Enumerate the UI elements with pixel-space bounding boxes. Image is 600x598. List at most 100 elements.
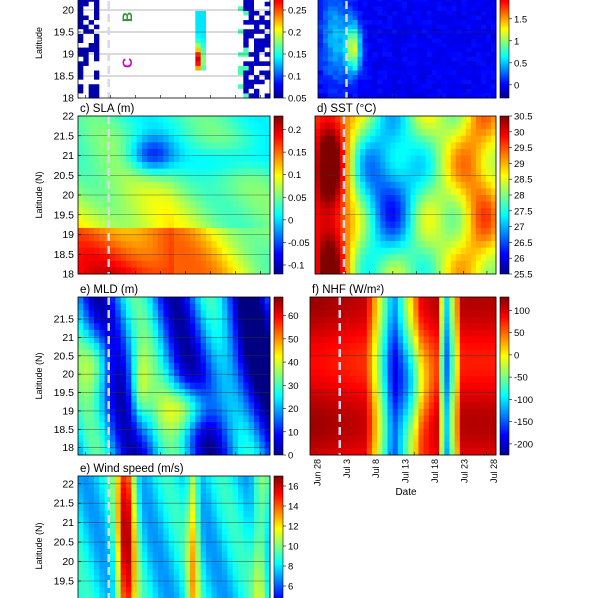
heatmap-cell	[436, 61, 443, 67]
heatmap-cell	[110, 24, 116, 30]
heatmap-cell	[351, 435, 357, 443]
heatmap-cell	[206, 221, 212, 229]
heatmap-cell	[179, 88, 186, 94]
heatmap-cell	[232, 155, 239, 163]
heatmap-cell	[163, 214, 170, 222]
heatmap-cell	[366, 448, 373, 456]
heatmap-cell	[486, 1, 492, 7]
heatmap-cell	[352, 15, 358, 21]
heatmap-cell	[158, 70, 164, 76]
heatmap-cell	[431, 61, 438, 67]
heatmap-cell	[99, 402, 106, 410]
heatmap-cell	[83, 155, 90, 163]
heatmap-cell	[395, 129, 401, 137]
heatmap-cell	[110, 316, 116, 324]
heatmap-cell	[387, 65, 393, 71]
heatmap-cell	[206, 122, 212, 130]
heatmap-cell	[415, 247, 421, 255]
heatmap-cell	[78, 267, 84, 275]
heatmap-cell	[318, 10, 324, 16]
y-tick-label: 21	[62, 150, 74, 162]
heatmap-cell	[330, 448, 337, 456]
heatmap-cell	[190, 47, 196, 53]
heatmap-cell	[370, 129, 376, 137]
heatmap-cell	[184, 33, 191, 39]
heatmap-cell	[325, 310, 332, 318]
heatmap-cell	[254, 254, 260, 262]
heatmap-cell	[211, 214, 218, 222]
heatmap-cell	[94, 129, 100, 137]
heatmap-cell	[400, 234, 406, 242]
heatmap-cell	[243, 336, 250, 344]
heatmap-cell	[435, 234, 442, 242]
heatmap-cell	[370, 195, 376, 202]
heatmap-cell	[356, 297, 363, 304]
y-tick-label: 19.5	[54, 387, 75, 399]
heatmap-cell	[340, 188, 346, 196]
heatmap-cell	[142, 93, 148, 99]
heatmap-cell	[184, 75, 191, 81]
heatmap-cell	[420, 188, 427, 196]
heatmap-cell	[350, 254, 356, 262]
heatmap-cell	[83, 20, 90, 26]
heatmap-cell	[126, 260, 132, 268]
heatmap-cell	[94, 329, 100, 337]
heatmap-cell	[174, 38, 180, 44]
heatmap-cell	[136, 310, 143, 318]
heatmap-cell	[216, 24, 223, 30]
heatmap-cell	[168, 181, 175, 189]
heatmap-cell	[115, 310, 122, 318]
heatmap-cell	[366, 428, 373, 436]
heatmap-cell	[99, 303, 106, 311]
heatmap-cell	[366, 316, 373, 324]
heatmap-cell	[200, 93, 207, 99]
heatmap-cell	[190, 20, 196, 26]
heatmap-cell	[222, 349, 228, 357]
heatmap-cell	[415, 188, 421, 196]
heatmap-cell	[460, 122, 467, 130]
heatmap-cell	[332, 61, 339, 67]
heatmap-cell	[397, 369, 404, 377]
heatmap-cell	[216, 247, 223, 255]
heatmap-cell	[480, 142, 487, 150]
heatmap-cell	[174, 408, 180, 416]
heatmap-cell	[325, 168, 331, 176]
heatmap-cell	[315, 221, 321, 229]
heatmap-cell	[163, 441, 170, 449]
heatmap-cell	[179, 343, 186, 351]
heatmap-cell	[131, 70, 138, 76]
heatmap-cell	[195, 175, 202, 183]
heatmap-cell	[179, 247, 186, 255]
heatmap-cell	[142, 349, 148, 357]
heatmap-cell	[126, 428, 132, 436]
heatmap-cell	[248, 142, 255, 150]
heatmap-cell	[440, 221, 447, 229]
heatmap-cell	[163, 402, 170, 410]
heatmap-cell	[222, 79, 228, 85]
heatmap-cell	[83, 362, 90, 370]
heatmap-cell	[330, 408, 337, 416]
heatmap-cell	[441, 52, 447, 58]
heatmap-cell	[365, 214, 371, 222]
heatmap-cell	[120, 129, 127, 137]
heatmap-cell	[147, 221, 154, 229]
heatmap-cell	[136, 84, 143, 90]
heatmap-cell	[184, 343, 191, 351]
heatmap-cell	[168, 15, 175, 21]
heatmap-cell	[163, 148, 170, 156]
heatmap-cell	[184, 448, 191, 456]
heatmap-cell	[211, 162, 218, 170]
heatmap-cell	[147, 148, 154, 156]
heatmap-cell	[254, 343, 260, 351]
heatmap-cell	[115, 162, 122, 170]
heatmap-cell	[78, 448, 84, 456]
heatmap-cell	[377, 303, 383, 311]
heatmap-cell	[451, 79, 457, 85]
heatmap-cell	[115, 234, 122, 242]
heatmap-cell	[340, 201, 346, 209]
heatmap-cell	[420, 241, 427, 249]
heatmap-cell	[227, 329, 234, 337]
heatmap-cell	[163, 435, 170, 443]
heatmap-cell	[184, 402, 191, 410]
heatmap-cell	[227, 310, 234, 318]
